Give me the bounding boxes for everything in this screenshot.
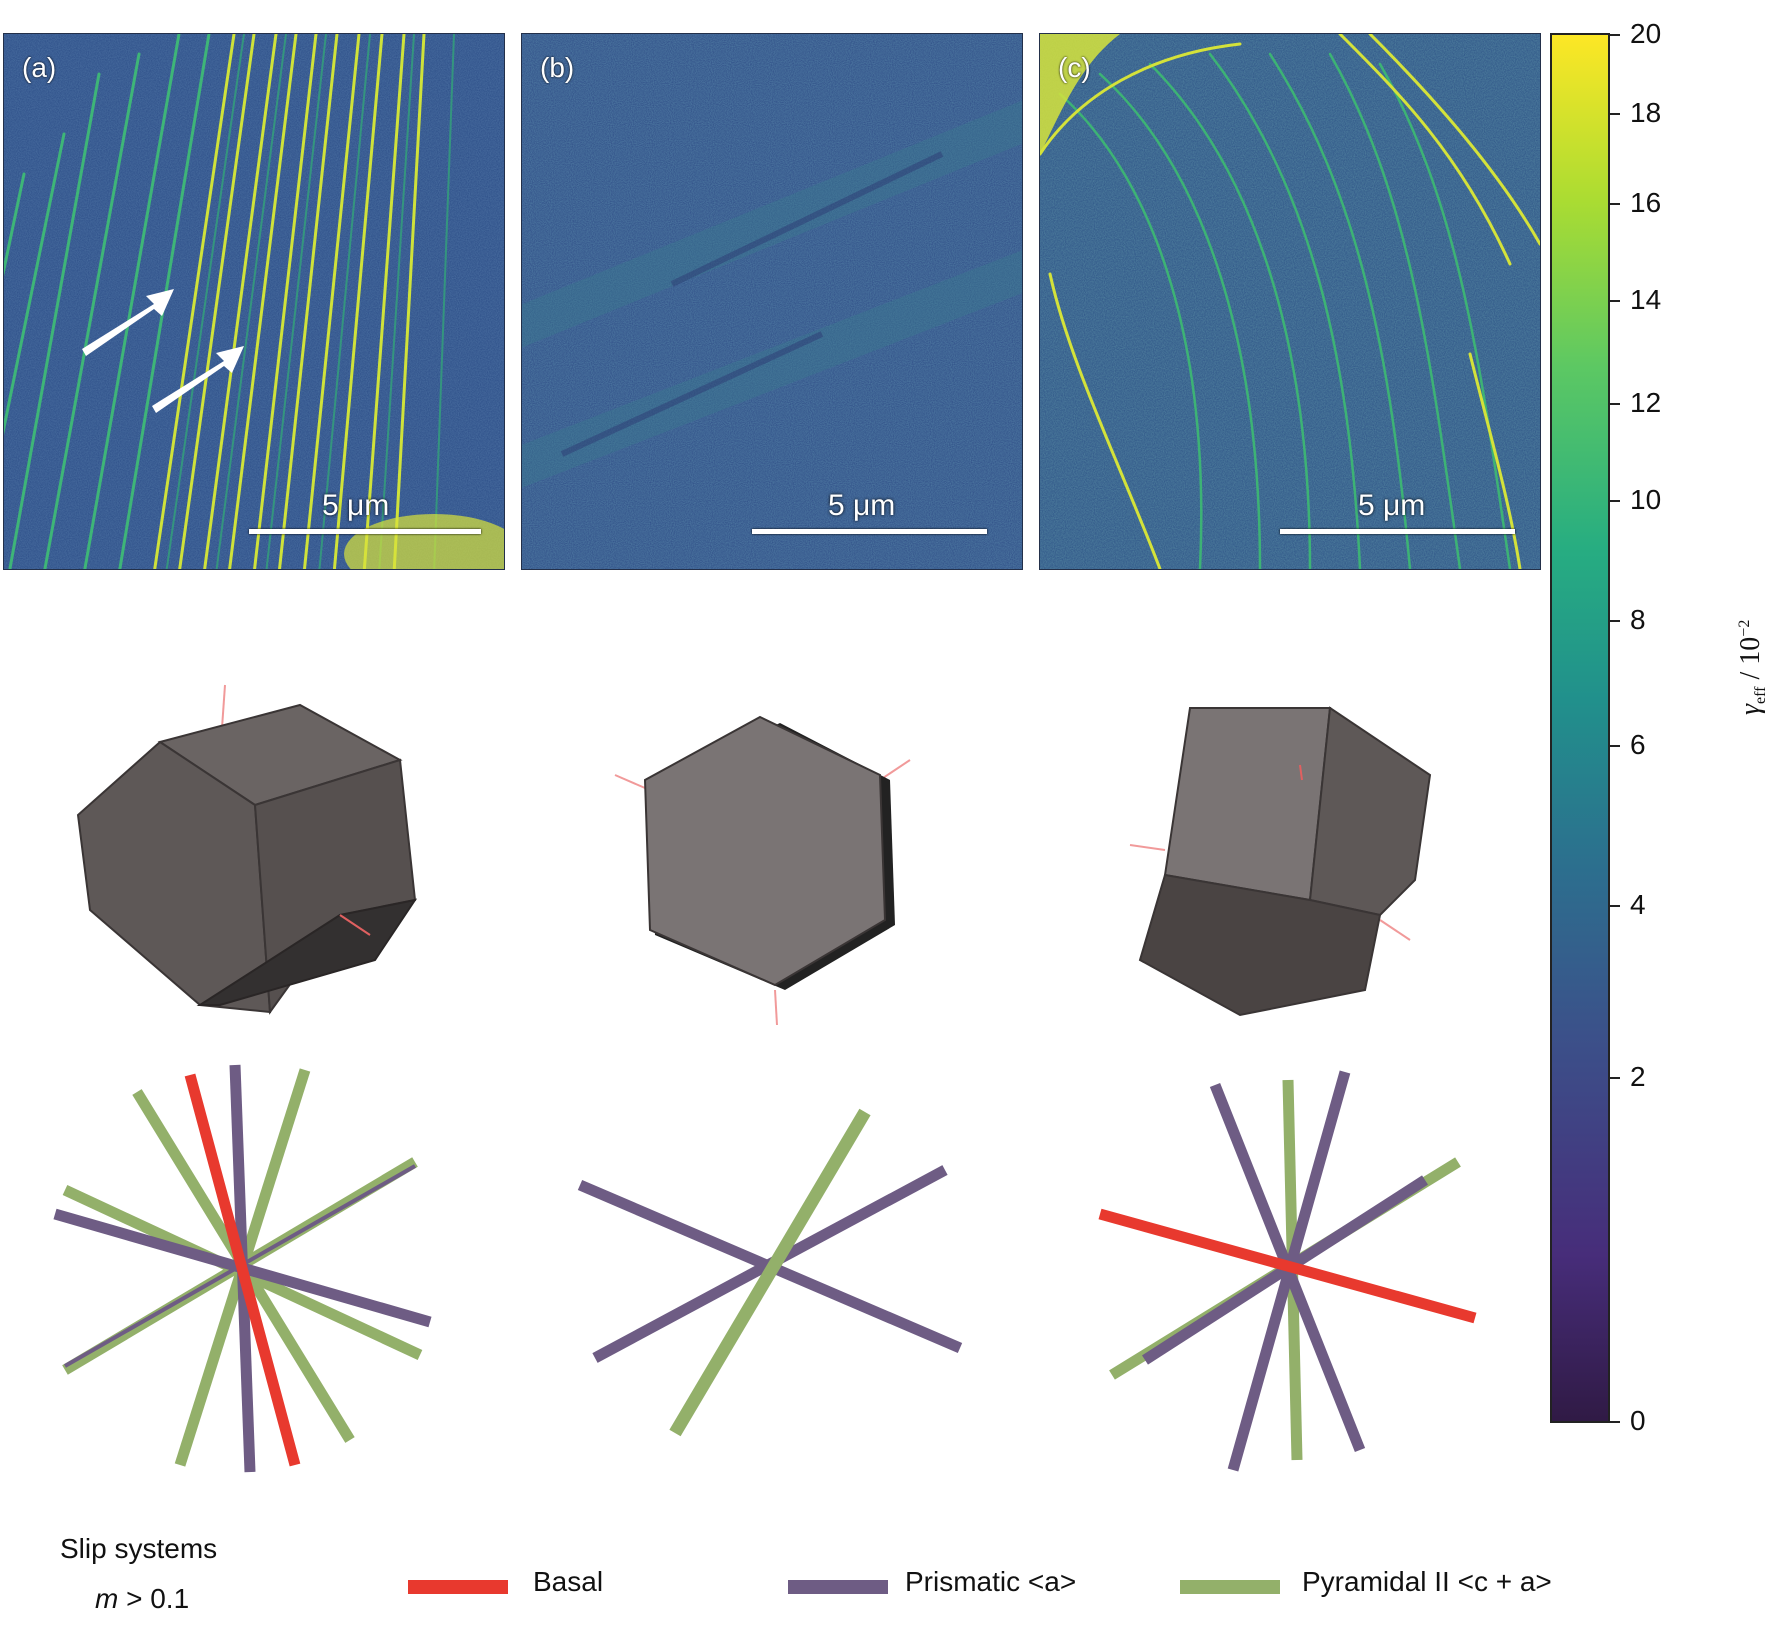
legend-swatch-basal <box>408 1580 508 1594</box>
slip-trace-star-a <box>53 1064 432 1473</box>
strain-map-a: (a) 5 μm <box>3 33 505 570</box>
strain-map-b-image <box>522 34 1022 569</box>
slip-trace-star-b <box>577 1108 963 1437</box>
crystal-prism-c <box>1129 706 1432 1017</box>
scalebar-c <box>1280 529 1515 534</box>
colorbar-tick-14: 14 <box>1630 284 1662 315</box>
scalebar-label-a: 5 μm <box>322 489 390 522</box>
strain-map-c: (c) 5 μm <box>1039 33 1541 570</box>
legend-swatch-pyramidal <box>1180 1580 1280 1594</box>
colorbar-tick-10: 10 <box>1630 484 1662 515</box>
scalebar-b <box>752 529 987 534</box>
scalebar-a <box>249 529 481 534</box>
colorbar-tick-8: 8 <box>1630 604 1646 635</box>
legend-title: Slip systems <box>60 1533 218 1564</box>
colorbar-tick-2: 2 <box>1630 1061 1646 1092</box>
scalebar-label-c: 5 μm <box>1358 489 1426 522</box>
arrow-icon <box>82 289 174 356</box>
panel-label-b: (b) <box>540 52 575 83</box>
legend-label-prismatic: Prismatic <a> <box>905 1566 1077 1597</box>
colorbar-tick-12: 12 <box>1630 387 1662 418</box>
colorbar-axis-label: γeff / 10−2 <box>1735 619 1769 715</box>
scalebar-label-b: 5 μm <box>828 489 896 522</box>
panel-label-a: (a) <box>22 52 57 83</box>
strain-map-c-image <box>1040 34 1540 569</box>
panel-label-c: (c) <box>1058 52 1091 83</box>
arrow-icon <box>152 346 244 413</box>
colorbar <box>1550 33 1610 1423</box>
strain-map-a-image <box>4 34 504 569</box>
crystal-orientations <box>76 684 1432 1026</box>
legend-swatch-prismatic <box>788 1580 888 1594</box>
colorbar-tick-6: 6 <box>1630 729 1646 760</box>
crystal-prism-a <box>76 684 418 1015</box>
colorbar-tick-4: 4 <box>1630 889 1646 920</box>
basal-trace <box>1098 1208 1477 1324</box>
colorbar-tick-16: 16 <box>1630 187 1662 218</box>
colorbar-tick-0: 0 <box>1630 1405 1646 1436</box>
legend-label-basal: Basal <box>533 1566 604 1597</box>
colorbar-tick-20: 20 <box>1630 18 1662 49</box>
pyramidal-trace <box>669 1108 871 1437</box>
basal-trace <box>184 1073 301 1467</box>
colorbar-tick-18: 18 <box>1630 97 1662 128</box>
slip-traces <box>53 1064 1477 1473</box>
legend-criterion: m > 0.1 <box>95 1583 190 1614</box>
slip-trace-star-c <box>1098 1070 1477 1472</box>
legend-label-pyramidal: Pyramidal II <c + a> <box>1302 1566 1552 1597</box>
strain-map-b: (b) 5 μm <box>521 33 1023 570</box>
crystal-prism-b <box>614 715 911 1026</box>
